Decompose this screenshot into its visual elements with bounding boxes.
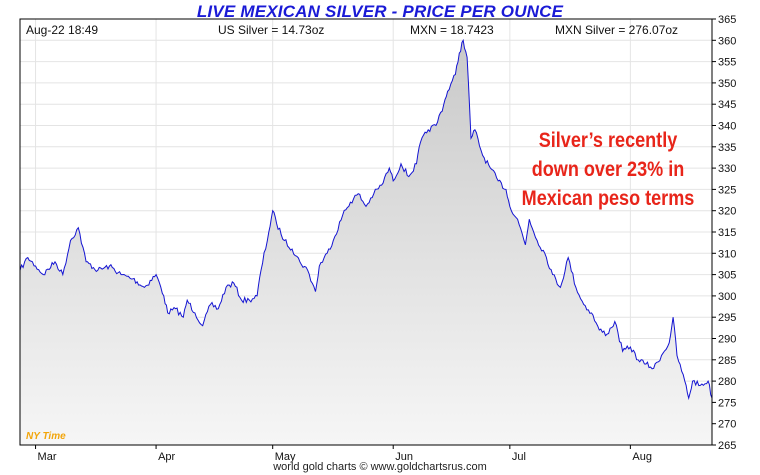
x-tick-label: Mar [38,451,57,463]
series-line [19,38,713,401]
y-tick-label: 270 [718,419,736,431]
x-axis: Mar Apr May Jun Jul Aug [35,445,652,463]
y-tick-label: 345 [718,99,736,111]
y-axis: 265 270 275 280 285 290 295 300 305 310 315 320 325 3… [712,14,736,452]
annotation-line-3: Mexican peso terms [521,187,695,210]
header-us-silver: US Silver = 14.73oz [218,23,325,37]
y-tick-label: 355 [718,57,736,69]
y-tick-label: 340 [718,121,736,133]
header-mxn-rate: MXN = 18.7423 [410,23,494,37]
y-tick-label: 305 [718,270,736,282]
y-tick-label: 350 [718,78,736,90]
x-tick-label: Jul [512,451,526,463]
y-tick-label: 280 [718,376,736,388]
chart-title: LIVE MEXICAN SILVER - PRICE PER OUNCE [196,2,564,21]
y-tick-label: 330 [718,163,736,175]
x-tick-label: Apr [158,451,175,463]
x-tick-label: Jun [395,451,413,463]
y-tick-label: 310 [718,248,736,260]
y-tick-label: 360 [718,35,736,47]
annotation-callout: Silver’s recently down over 23% in Mexic… [500,126,716,213]
series-area-fill [20,40,712,446]
y-tick-label: 265 [718,440,736,452]
y-tick-label: 290 [718,334,736,346]
header-mxn-silver: MXN Silver = 276.07oz [555,23,679,37]
y-tick-label: 325 [718,184,736,196]
y-tick-label: 295 [718,312,736,324]
y-tick-label: 285 [718,355,736,367]
y-tick-label: 365 [718,14,736,26]
x-tick-label: Aug [632,451,652,463]
y-tick-label: 315 [718,227,736,239]
y-tick-label: 275 [718,397,736,409]
chart-credit: world gold charts © www.goldchartsrus.co… [273,461,487,473]
x-tick-label: May [275,451,296,463]
y-tick-label: 335 [718,142,736,154]
annotation-line-1: Silver’s recently [538,129,678,152]
y-tick-label: 320 [718,206,736,218]
timezone-label: NY Time [26,431,66,442]
annotation-line-2: down over 23% in [531,158,685,181]
y-tick-label: 300 [718,291,736,303]
header-datetime: Aug-22 18:49 [26,23,99,37]
